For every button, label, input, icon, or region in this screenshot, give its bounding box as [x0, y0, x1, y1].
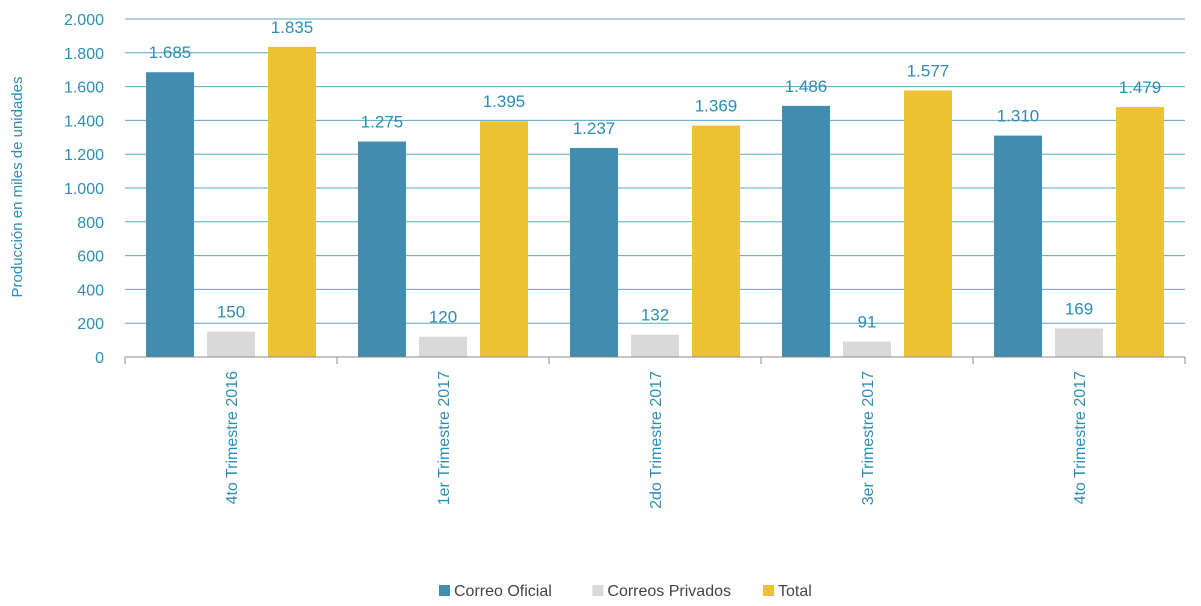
y-tick-label: 400: [77, 282, 104, 299]
y-tick-label: 800: [77, 215, 104, 232]
data-label: 1.685: [149, 43, 192, 62]
data-label: 1.486: [785, 77, 828, 96]
data-label: 132: [641, 306, 669, 325]
legend: Correo Oficial Correos Privados Total: [439, 583, 812, 600]
y-tick-label: 1.200: [64, 147, 104, 164]
data-label: 169: [1065, 299, 1093, 318]
y-tick-label: 0: [95, 350, 104, 367]
x-tick-label: 1er Trimestre 2017: [436, 371, 453, 505]
bar-correo-oficial: [146, 72, 194, 358]
bar-correos-privados: [1055, 328, 1103, 357]
legend-swatch: [763, 585, 774, 596]
bar-correos-privados: [419, 336, 467, 357]
legend-swatch: [592, 585, 604, 596]
y-tick-label: 1.600: [64, 80, 104, 97]
data-label: 150: [217, 303, 245, 322]
data-label: 91: [858, 313, 877, 332]
bar-total: [904, 90, 952, 357]
y-tick-label: 2.000: [64, 12, 104, 29]
x-tick-label: 4to Trimestre 2016: [224, 371, 241, 505]
data-label: 1.395: [483, 92, 526, 111]
bar-total: [692, 125, 740, 357]
bar-correo-oficial: [994, 135, 1042, 357]
y-tick-label: 1.800: [64, 46, 104, 63]
y-axis-label: Producción en miles de unidades: [9, 77, 26, 298]
bar-total: [480, 121, 528, 358]
data-label: 1.237: [573, 119, 616, 138]
x-tick-label: 3er Trimestre 2017: [860, 371, 877, 505]
y-tick-label: 200: [77, 316, 104, 333]
data-label: 1.577: [907, 61, 950, 80]
legend-label: Correos Privados: [607, 583, 731, 600]
data-label: 120: [429, 308, 457, 327]
bar-total: [1116, 107, 1164, 357]
axes: 0 200 400 600 800 1.000 1.200 1.400 1.600 1.800 2.…: [64, 12, 1186, 509]
data-label: 1.835: [271, 18, 314, 37]
bar-total: [268, 46, 316, 357]
bar-correo-oficial: [782, 105, 830, 357]
bar-correos-privados: [207, 331, 255, 357]
data-labels: 1.685 150 1.835 1.275 120 1.395 1.237 132 1.369 1…: [149, 18, 1162, 332]
bar-correos-privados: [843, 341, 891, 357]
bar-correo-oficial: [570, 147, 618, 357]
bar-correo-oficial: [358, 141, 406, 357]
data-label: 1.275: [361, 113, 404, 132]
legend-swatch: [439, 585, 450, 596]
y-tick-label: 600: [77, 249, 104, 266]
bar-correos-privados: [631, 334, 679, 357]
x-tick-label: 2do Trimestre 2017: [648, 371, 665, 509]
legend-label: Total: [778, 583, 812, 600]
bars: [146, 46, 1164, 358]
legend-label: Correo Oficial: [454, 583, 552, 600]
data-label: 1.310: [997, 107, 1040, 126]
y-tick-label: 1.400: [64, 113, 104, 130]
y-tick-label: 1.000: [64, 181, 104, 198]
x-tick-label: 4to Trimestre 2017: [1072, 371, 1089, 505]
data-label: 1.479: [1119, 78, 1162, 97]
data-label: 1.369: [695, 97, 738, 116]
